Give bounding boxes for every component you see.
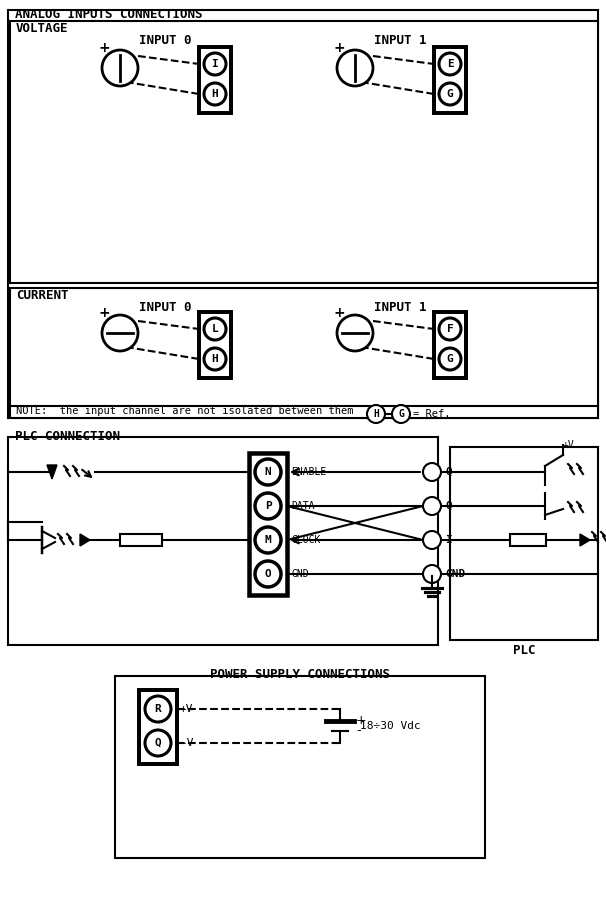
Text: -V: -V <box>180 738 193 748</box>
Circle shape <box>204 53 226 75</box>
Text: DATA: DATA <box>291 501 315 511</box>
Text: E: E <box>447 59 453 69</box>
Circle shape <box>255 561 281 587</box>
Text: Q: Q <box>445 501 451 511</box>
Circle shape <box>423 497 441 515</box>
Circle shape <box>439 83 461 105</box>
Text: G: G <box>447 354 453 364</box>
Text: = Ref.: = Ref. <box>413 409 450 419</box>
Text: H: H <box>211 89 218 99</box>
Circle shape <box>204 83 226 105</box>
Bar <box>249 453 287 595</box>
Text: GND: GND <box>445 569 465 579</box>
Bar <box>199 312 231 378</box>
Circle shape <box>439 53 461 75</box>
Text: GND: GND <box>291 569 308 579</box>
Text: O: O <box>265 569 271 579</box>
Text: +: + <box>98 41 110 55</box>
Text: Q: Q <box>445 467 451 477</box>
Bar <box>10 21 598 283</box>
Circle shape <box>439 348 461 370</box>
Text: H: H <box>211 354 218 364</box>
Circle shape <box>337 50 373 86</box>
Text: F: F <box>447 324 453 334</box>
Text: PLC CONNECTION: PLC CONNECTION <box>15 430 120 443</box>
Circle shape <box>255 527 281 553</box>
Text: NOTE:  the input channel are not isolated between them: NOTE: the input channel are not isolated… <box>16 406 353 416</box>
Text: P: P <box>265 501 271 511</box>
Text: INPUT 0: INPUT 0 <box>139 301 191 314</box>
Circle shape <box>145 696 171 722</box>
Text: CURRENT: CURRENT <box>16 289 68 302</box>
Circle shape <box>204 318 226 340</box>
Text: +: + <box>333 306 345 320</box>
Text: 18÷30 Vdc: 18÷30 Vdc <box>360 721 421 731</box>
Text: +V: +V <box>563 440 574 450</box>
Bar <box>10 406 598 418</box>
Text: Q: Q <box>155 738 161 748</box>
Text: INPUT 0: INPUT 0 <box>139 34 191 47</box>
Bar <box>139 690 177 764</box>
Text: ANALOG INPUTS CONNECTIONS: ANALOG INPUTS CONNECTIONS <box>15 8 202 21</box>
Bar <box>115 676 485 858</box>
Bar <box>434 47 466 113</box>
Text: +: + <box>333 41 345 55</box>
Bar <box>8 10 598 418</box>
Text: I: I <box>445 535 451 545</box>
Text: POWER SUPPLY CONNECTIONS: POWER SUPPLY CONNECTIONS <box>210 668 390 681</box>
Bar <box>434 312 466 378</box>
Polygon shape <box>580 534 590 546</box>
Text: N: N <box>265 467 271 477</box>
Text: INPUT 1: INPUT 1 <box>374 301 426 314</box>
Bar <box>450 447 598 640</box>
Circle shape <box>255 493 281 519</box>
Text: L: L <box>211 324 218 334</box>
Circle shape <box>367 405 385 423</box>
Circle shape <box>204 348 226 370</box>
Circle shape <box>392 405 410 423</box>
Text: -: - <box>356 725 361 737</box>
Text: ENABLE: ENABLE <box>291 467 326 477</box>
Polygon shape <box>80 534 90 546</box>
Text: VOLTAGE: VOLTAGE <box>16 22 68 35</box>
Bar <box>8 437 438 645</box>
Text: G: G <box>447 89 453 99</box>
Text: R: R <box>155 704 161 714</box>
Text: G: G <box>398 409 404 419</box>
Circle shape <box>145 730 171 756</box>
Text: +V: +V <box>180 704 193 714</box>
Circle shape <box>423 463 441 481</box>
Text: INPUT 1: INPUT 1 <box>374 34 426 47</box>
Text: +: + <box>98 306 110 320</box>
Bar <box>10 288 598 408</box>
Text: H: H <box>373 409 379 419</box>
Bar <box>199 47 231 113</box>
Polygon shape <box>47 465 57 479</box>
Circle shape <box>423 565 441 583</box>
Text: +: + <box>356 714 367 727</box>
Text: CLOCK: CLOCK <box>291 535 321 545</box>
Text: PLC: PLC <box>513 644 535 657</box>
Circle shape <box>102 50 138 86</box>
Circle shape <box>439 318 461 340</box>
Circle shape <box>255 459 281 485</box>
Text: M: M <box>265 535 271 545</box>
Circle shape <box>423 531 441 549</box>
Circle shape <box>337 315 373 351</box>
Bar <box>120 534 162 546</box>
Bar <box>510 534 546 546</box>
Circle shape <box>102 315 138 351</box>
Text: I: I <box>211 59 218 69</box>
